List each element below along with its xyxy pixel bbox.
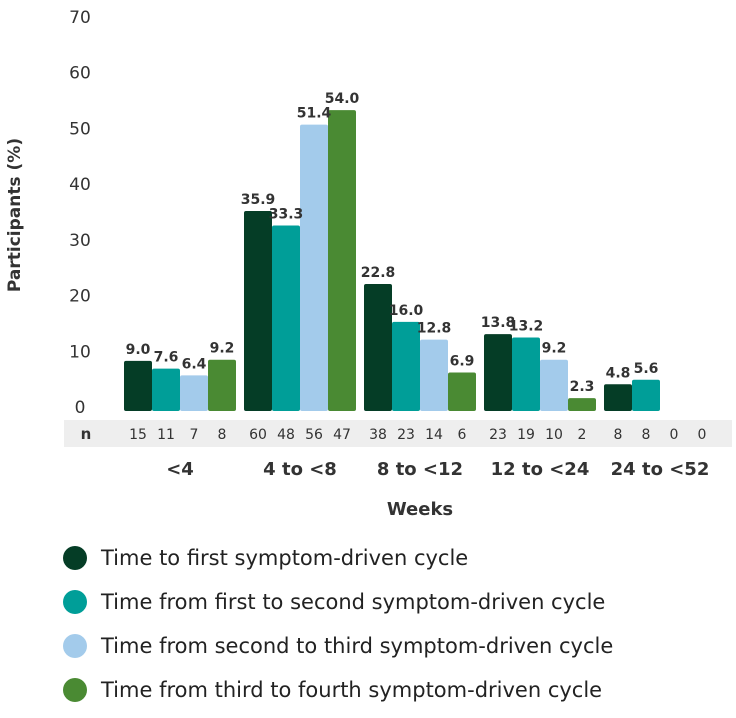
category-label: 12 to <24 — [491, 459, 590, 480]
n-row-label: n — [81, 425, 92, 443]
n-cell: 10 — [545, 427, 563, 443]
y-tick-label: 20 — [69, 287, 91, 307]
data-label: 51.4 — [297, 106, 332, 122]
bar — [300, 124, 328, 411]
x-axis-categories: <4 4 to <8 8 to <12 12 to <24 24 to <52 — [166, 459, 709, 480]
legend: Time to first symptom-driven cycle Time f… — [63, 546, 613, 702]
n-cell: 56 — [305, 427, 323, 443]
legend-swatch — [63, 546, 87, 570]
x-axis-label: Weeks — [387, 499, 453, 520]
y-tick-label: 10 — [69, 342, 91, 362]
legend-swatch — [63, 678, 87, 702]
bar — [420, 339, 448, 411]
legend-entry: Time from first to second symptom-driven… — [100, 590, 605, 614]
n-cell: 48 — [277, 427, 295, 443]
data-label: 9.0 — [126, 342, 151, 358]
data-label: 16.0 — [389, 303, 424, 319]
data-label: 6.4 — [182, 356, 207, 372]
n-cell: 15 — [129, 427, 147, 443]
bar — [484, 334, 512, 411]
n-cell: 23 — [489, 427, 507, 443]
bar — [244, 210, 272, 411]
n-cell: 19 — [517, 427, 535, 443]
bar — [152, 368, 180, 411]
n-cell: 0 — [670, 427, 679, 443]
y-axis-label: Participants (%) — [5, 138, 25, 292]
n-cell: 2 — [578, 427, 587, 443]
bar — [568, 398, 596, 411]
data-label: 2.3 — [570, 379, 595, 395]
bar — [540, 359, 568, 411]
n-cell: 11 — [157, 427, 175, 443]
n-cell: 8 — [218, 427, 227, 443]
bar — [632, 379, 660, 411]
legend-swatch — [63, 634, 87, 658]
bar — [208, 359, 236, 411]
n-cell: 8 — [642, 427, 651, 443]
data-label: 5.6 — [634, 361, 659, 377]
bar — [272, 225, 300, 411]
bar — [328, 110, 356, 412]
bars — [124, 110, 660, 412]
bar — [364, 283, 392, 411]
n-cell: 6 — [458, 427, 467, 443]
bar — [604, 384, 632, 411]
n-cell: 8 — [614, 427, 623, 443]
y-axis-ticks: 0 10 20 30 40 50 60 70 — [69, 8, 91, 418]
y-tick-label: 30 — [69, 231, 91, 251]
y-tick-label: 70 — [69, 8, 91, 28]
n-row-background — [64, 420, 732, 447]
data-label: 33.3 — [269, 206, 304, 222]
y-tick-label: 60 — [69, 64, 91, 84]
n-cell: 38 — [369, 427, 387, 443]
bar — [392, 321, 420, 411]
data-label: 4.8 — [606, 365, 631, 381]
data-label: 13.2 — [509, 318, 544, 334]
data-label: 9.2 — [542, 341, 567, 357]
data-label: 13.8 — [481, 315, 516, 331]
n-cell: 47 — [333, 427, 351, 443]
data-label: 9.2 — [210, 341, 235, 357]
legend-swatch — [63, 590, 87, 614]
bar — [124, 360, 152, 411]
category-label: 24 to <52 — [611, 459, 710, 480]
y-tick-label: 0 — [75, 398, 86, 418]
n-cell: 14 — [425, 427, 443, 443]
n-row-values: 15 60 38 23 8 11 48 23 19 8 7 56 14 10 0 8 47 6 2 0 — [129, 427, 706, 443]
data-label: 54.0 — [325, 91, 360, 107]
category-label: 4 to <8 — [263, 459, 337, 480]
category-label: 8 to <12 — [377, 459, 463, 480]
data-label: 12.8 — [417, 321, 452, 337]
bar — [512, 337, 540, 411]
n-cell: 7 — [190, 427, 199, 443]
legend-entry: Time to first symptom-driven cycle — [100, 546, 468, 570]
y-tick-label: 40 — [69, 175, 91, 195]
bar — [180, 375, 208, 411]
bar — [448, 372, 476, 411]
data-labels: 9.0 35.9 22.8 13.8 4.8 7.6 33.3 16.0 13.2 5.6 6.4 5… — [126, 91, 659, 395]
y-tick-label: 50 — [69, 119, 91, 139]
n-cell: 60 — [249, 427, 267, 443]
data-label: 7.6 — [154, 350, 179, 366]
data-label: 35.9 — [241, 192, 276, 208]
n-cell: 0 — [698, 427, 707, 443]
category-label: <4 — [166, 459, 194, 480]
legend-entry: Time from third to fourth symptom-driven… — [100, 678, 602, 702]
data-label: 6.9 — [450, 354, 475, 370]
n-cell: 23 — [397, 427, 415, 443]
data-label: 22.8 — [361, 265, 396, 281]
legend-entry: Time from second to third symptom-driven… — [100, 634, 613, 658]
